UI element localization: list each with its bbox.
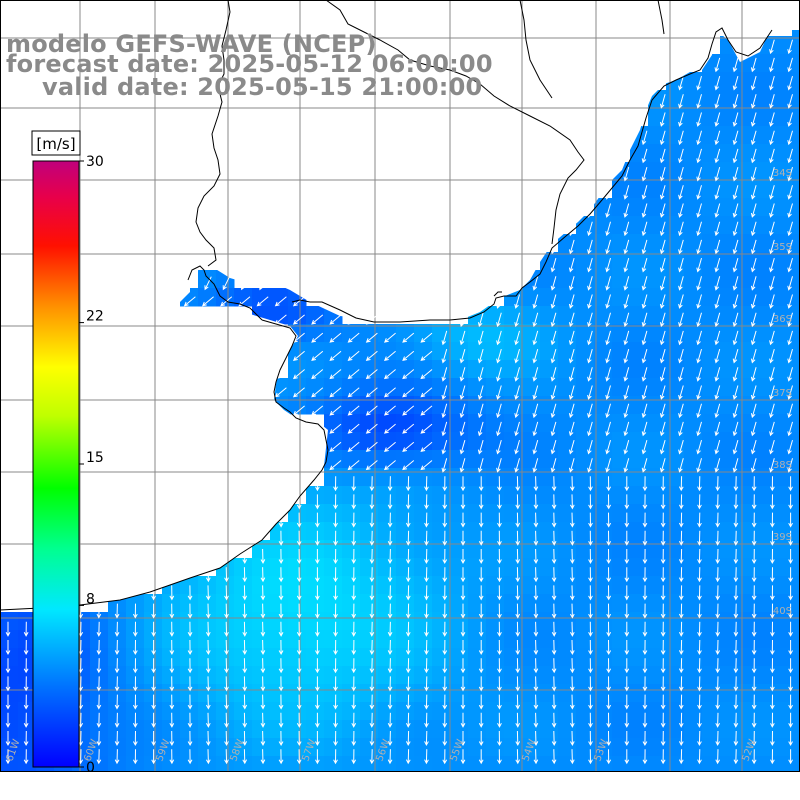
lat-label: 36S	[773, 314, 792, 325]
coastline	[0, 0, 773, 611]
lat-label: 40S	[773, 606, 792, 617]
land-mask	[0, 0, 800, 612]
forecast-date: forecast date: 2025-05-12 06:00:00	[6, 50, 493, 78]
lat-label: 39S	[773, 532, 792, 543]
wind-direction-arrows	[5, 39, 793, 765]
lat-label: 38S	[773, 460, 792, 471]
lat-label: 34S	[773, 168, 792, 179]
lat-label: 35S	[773, 242, 792, 253]
valid-date: valid date: 2025-05-15 21:00:00	[42, 73, 483, 101]
model-title: modelo GEFS-WAVE (NCEP)	[6, 30, 377, 58]
lat-lon-grid	[0, 0, 800, 772]
lat-label: 37S	[773, 388, 792, 399]
